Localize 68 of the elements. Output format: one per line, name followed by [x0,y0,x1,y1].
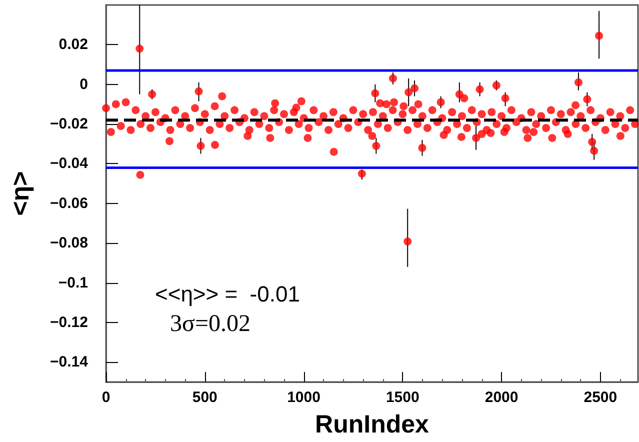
point [400,102,408,110]
x-tick-label: 2000 [484,389,518,406]
point [382,100,390,108]
point [244,132,252,140]
point [548,134,556,142]
x-axis-title: RunIndex [315,410,430,438]
point [478,130,486,138]
point [194,87,203,96]
x-tick-label: 0 [102,389,110,406]
point [266,134,274,142]
y-tick-label: −0.04 [50,155,89,172]
point [368,132,376,140]
x-tick-label: 2500 [584,389,618,406]
point [436,98,445,106]
point [371,89,380,98]
annotation: <<η>> = -0.01 [155,282,300,306]
point [196,142,205,150]
y-tick-label: 0 [80,76,88,93]
point [501,94,510,102]
point [148,90,156,98]
point [165,137,174,146]
point [210,140,219,149]
point [590,146,598,155]
point [616,132,624,140]
point [574,78,582,86]
point [472,134,480,142]
point [410,84,419,92]
point [530,128,538,136]
point [564,130,572,138]
y-tick-label: −0.12 [50,314,88,331]
y-tick-label: −0.14 [50,354,89,371]
point [486,128,495,137]
point [304,134,312,142]
y-axis-title: <η> [6,171,34,216]
point [414,100,422,108]
point [218,92,226,100]
point [500,128,508,136]
x-tick-label: 500 [192,389,218,406]
x-tick-label: 1000 [287,389,320,406]
point [595,32,604,40]
point [388,74,397,82]
annotation: 3σ=0.02 [170,311,250,337]
point [492,81,500,90]
point [330,148,338,156]
x-tick-label: 1500 [386,389,420,406]
y-tick-label: −0.1 [58,274,88,292]
point [524,134,532,142]
y-tick-label: −0.08 [50,234,88,252]
y-tick-label: −0.06 [50,194,88,212]
point [372,142,380,150]
point [404,88,413,96]
point [572,101,580,110]
point [271,99,280,108]
point [418,144,426,152]
point [583,95,592,104]
point [588,138,596,146]
point [136,170,144,179]
point [457,132,466,141]
point [476,85,484,94]
point [136,44,144,53]
point [460,94,468,102]
point [440,130,448,139]
point [390,98,398,106]
point [404,238,412,246]
y-tick-label: −0.02 [50,116,88,133]
point [358,170,366,178]
point [297,97,306,106]
y-tick-label: 0.02 [58,36,88,54]
